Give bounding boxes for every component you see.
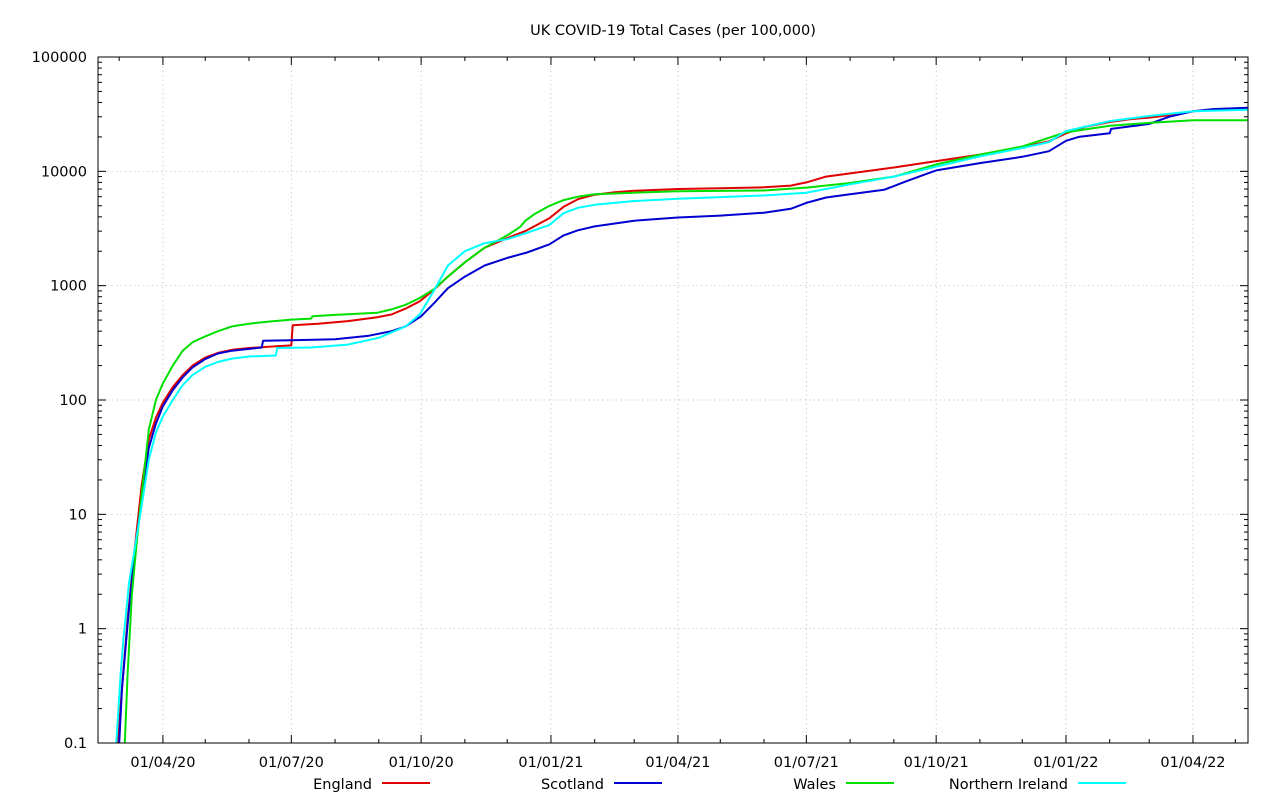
y-tick-label: 1000 bbox=[50, 279, 87, 295]
chart-title: UK COVID-19 Total Cases (per 100,000) bbox=[530, 23, 816, 39]
x-tick-label: 01/04/22 bbox=[1160, 755, 1225, 771]
y-tick-label: 10 bbox=[69, 507, 87, 523]
x-tick-label: 01/04/21 bbox=[645, 755, 710, 771]
series-line-northern-ireland bbox=[115, 108, 1248, 743]
x-tick-label: 01/07/21 bbox=[774, 755, 839, 771]
legend-label-wales: Wales bbox=[793, 777, 836, 793]
series-line-england bbox=[116, 108, 1248, 743]
legend-label-england: England bbox=[313, 777, 372, 793]
x-tick-label: 01/07/20 bbox=[259, 755, 324, 771]
y-tick-label: 100000 bbox=[32, 50, 87, 66]
x-axis: 01/04/20 01/07/20 01/10/20 01/01/21 01/04/21… bbox=[118, 57, 1236, 771]
y-tick-label: 0.1 bbox=[64, 736, 87, 752]
x-tick-label: 01/01/21 bbox=[518, 755, 583, 771]
plot-frame bbox=[97, 56, 1249, 744]
x-tick-label: 01/10/20 bbox=[389, 755, 454, 771]
legend-label-scotland: Scotland bbox=[541, 777, 604, 793]
grid bbox=[98, 57, 1248, 743]
y-tick-label: 10000 bbox=[41, 164, 87, 180]
y-tick-label: 1 bbox=[78, 622, 87, 638]
series-line-wales bbox=[123, 119, 1248, 743]
x-tick-label: 01/04/20 bbox=[130, 755, 195, 771]
legend-label-northern-ireland: Northern Ireland bbox=[949, 777, 1068, 793]
series-group bbox=[115, 106, 1248, 743]
legend: England Scotland Wales Northern Ireland bbox=[313, 777, 1126, 793]
x-tick-label: 01/01/22 bbox=[1033, 755, 1098, 771]
y-tick-label: 100 bbox=[59, 393, 87, 409]
x-tick-label: 01/10/21 bbox=[904, 755, 969, 771]
y-axis: 0.1 1 10 100 1000 10000 100000 bbox=[32, 50, 1248, 752]
series-line-scotland bbox=[118, 106, 1248, 743]
